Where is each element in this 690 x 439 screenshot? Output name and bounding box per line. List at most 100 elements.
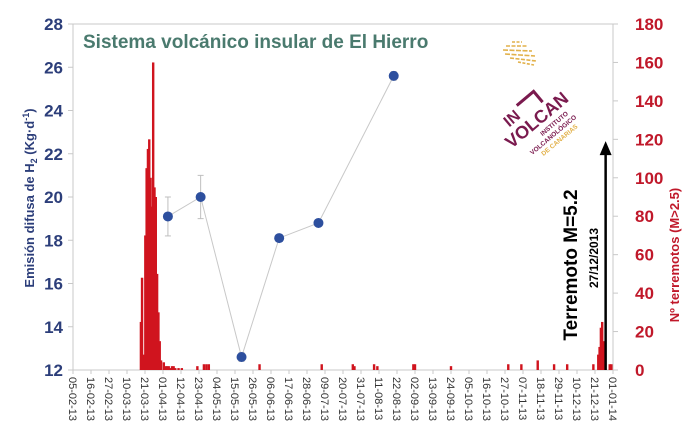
logo-waves-icon bbox=[502, 41, 537, 66]
right-tick-label: 0 bbox=[635, 361, 644, 380]
x-tick-label: 15-05-13 bbox=[228, 377, 240, 421]
earthquake-bar bbox=[170, 366, 174, 370]
earthquake-bar bbox=[150, 206, 154, 370]
right-tick-label: 180 bbox=[635, 15, 663, 34]
earthquake-bar bbox=[174, 368, 177, 370]
left-tick-label: 24 bbox=[44, 102, 63, 121]
x-tick-label: 17-06-13 bbox=[282, 377, 294, 421]
earthquake-bar bbox=[592, 364, 595, 370]
right-tick-label: 140 bbox=[635, 92, 663, 111]
earthquake-bar bbox=[164, 366, 167, 370]
left-tick-label: 16 bbox=[44, 275, 63, 294]
right-tick-label: 60 bbox=[635, 246, 654, 265]
x-axis: 05-02-13 16-02-13 27-02-13 10-03-13 21-03-13… bbox=[66, 370, 618, 421]
earthquake-bar bbox=[552, 364, 556, 370]
left-axis-label-main: Emisión difusa de H bbox=[22, 163, 37, 287]
right-tick-label: 120 bbox=[635, 130, 663, 149]
earthquake-bar bbox=[146, 148, 150, 370]
earthquake-bar bbox=[159, 360, 163, 370]
h2-data-point bbox=[274, 233, 285, 244]
earthquake-bar bbox=[154, 197, 157, 370]
earthquake-bar bbox=[162, 362, 166, 370]
earthquake-bar bbox=[413, 364, 417, 370]
left-tick-label: 12 bbox=[44, 361, 63, 380]
left-axis-label-unit: (Kg·d bbox=[22, 121, 37, 159]
x-tick-label: 10-12-13 bbox=[570, 377, 582, 421]
earthquake-bar bbox=[196, 366, 199, 370]
earthquake-bar bbox=[151, 62, 155, 370]
x-tick-label: 23-04-13 bbox=[192, 377, 204, 421]
earthquake-bar bbox=[353, 366, 356, 370]
h2-emission-series bbox=[162, 70, 399, 363]
x-tick-label: 01-01-14 bbox=[606, 377, 618, 421]
x-tick-label: 26-05-13 bbox=[246, 377, 258, 421]
left-axis-label-sub: 2 bbox=[29, 158, 39, 163]
left-axis-label-close: ) bbox=[22, 108, 37, 112]
earthquake-bar bbox=[507, 364, 510, 370]
left-tick-label: 26 bbox=[44, 58, 63, 77]
earthquake-bar bbox=[601, 321, 604, 370]
x-tick-label: 22-08-13 bbox=[390, 377, 402, 421]
x-tick-label: 21-12-13 bbox=[588, 377, 600, 421]
earthquake-bar bbox=[351, 364, 355, 370]
left-axis-label-sup: -1 bbox=[21, 113, 31, 121]
x-tick-label: 06-06-13 bbox=[264, 377, 276, 421]
earthquake-bar bbox=[372, 364, 376, 370]
x-tick-label: 12-04-13 bbox=[174, 377, 186, 421]
earthquake-bar bbox=[376, 366, 379, 370]
earthquake-bar bbox=[608, 364, 611, 370]
earthquake-bar bbox=[520, 364, 523, 370]
earthquake-bar bbox=[602, 341, 605, 370]
left-tick-label: 22 bbox=[44, 145, 63, 164]
x-tick-label: 01-04-13 bbox=[156, 377, 168, 421]
right-axis-label: Nº terremotos (M>2.5) bbox=[667, 188, 682, 322]
x-tick-label: 24-09-13 bbox=[444, 377, 456, 421]
annotation-main-text: Terremoto M=5.2 bbox=[561, 189, 582, 340]
x-tick-label: 13-09-13 bbox=[426, 377, 438, 421]
earthquake-bar bbox=[205, 364, 208, 370]
earthquake-bar bbox=[158, 341, 161, 370]
x-tick-label: 21-03-13 bbox=[138, 377, 150, 421]
earthquake-bar bbox=[169, 368, 172, 370]
earthquake-bar bbox=[148, 139, 151, 370]
earthquake-bar bbox=[165, 366, 169, 370]
earthquake-bar bbox=[144, 235, 147, 370]
earthquake-bar bbox=[536, 360, 539, 370]
earthquake-bar bbox=[597, 354, 600, 370]
right-y-axis: 0 20 40 60 80 100 120 140 160 180 bbox=[613, 15, 663, 380]
x-tick-label: 27-10-13 bbox=[498, 377, 510, 421]
earthquake-bar bbox=[153, 187, 156, 370]
earthquake-bars bbox=[139, 62, 613, 370]
earthquake-bar bbox=[320, 364, 323, 370]
right-tick-label: 20 bbox=[635, 323, 654, 342]
x-tick-label: 20-07-13 bbox=[336, 377, 348, 421]
x-tick-label: 28-06-13 bbox=[300, 377, 312, 421]
logo-mark: IN VOLCAN INSTITUTO VOLCANOLÓGICO DE CAN… bbox=[501, 88, 580, 158]
h2-line bbox=[167, 75, 395, 359]
h2-data-point bbox=[313, 217, 324, 228]
chart-title: Sistema volcánico insular de El Hierro bbox=[83, 32, 428, 53]
earthquake-bar bbox=[167, 366, 170, 370]
earthquake-bar bbox=[599, 327, 603, 370]
x-tick-label: 05-10-13 bbox=[462, 377, 474, 421]
earthquake-bar bbox=[157, 312, 160, 370]
annotation-arrow-head-icon bbox=[599, 141, 612, 156]
left-y-axis: 12 14 16 18 20 22 24 26 28 bbox=[44, 15, 73, 380]
x-tick-label: 05-02-13 bbox=[66, 377, 78, 421]
x-tick-label: 31-07-13 bbox=[354, 377, 366, 421]
earthquake-bar bbox=[177, 368, 180, 370]
earthquake-bar bbox=[155, 273, 159, 370]
right-tick-label: 80 bbox=[635, 207, 654, 226]
earthquake-bar bbox=[140, 277, 144, 370]
logo-frame-icon bbox=[515, 89, 544, 107]
h2-data-point bbox=[388, 70, 399, 81]
x-tick-label: 07-11-13 bbox=[516, 377, 528, 420]
x-tick-label: 18-11-13 bbox=[534, 377, 546, 420]
earthquake-bar bbox=[610, 364, 613, 370]
earthquake-bar bbox=[202, 364, 206, 370]
x-tick-label: 10-03-13 bbox=[120, 377, 132, 421]
h2-data-point bbox=[236, 352, 247, 363]
x-tick-label: 16-10-13 bbox=[480, 377, 492, 421]
earthquake-bar bbox=[149, 177, 152, 370]
